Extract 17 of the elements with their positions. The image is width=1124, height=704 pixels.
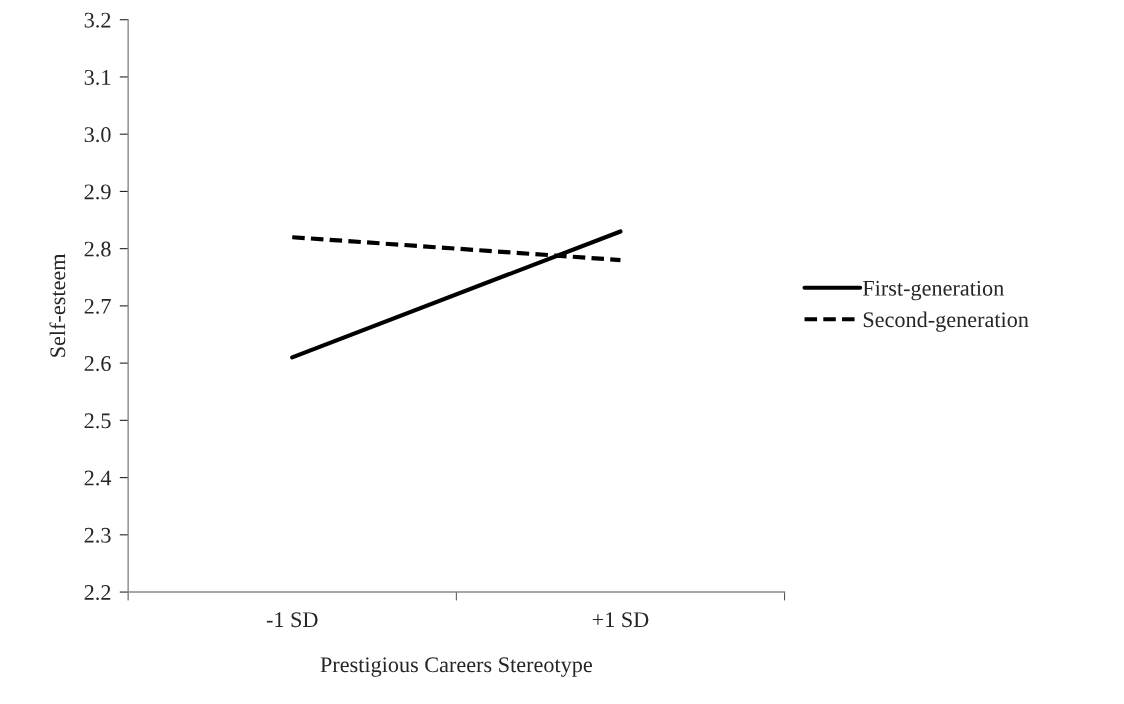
y-tick-label: 3.2 — [84, 12, 111, 28]
y-axis-title: Self-esteem — [49, 253, 66, 357]
x-axis-title: Prestigious Careers Stereotype — [320, 657, 592, 677]
y-tick-label: 2.9 — [84, 184, 111, 200]
y-tick-label: 2.2 — [84, 585, 111, 601]
y-tick-label: 2.6 — [84, 356, 111, 372]
y-tick-label: 2.4 — [84, 470, 112, 486]
x-tick-label: +1 SD — [592, 612, 649, 628]
y-tick-label: 2.5 — [84, 413, 111, 429]
y-tick-label: 2.8 — [84, 241, 111, 257]
legend-label: First-generation — [862, 280, 1004, 301]
y-tick-label: 2.7 — [84, 298, 111, 314]
x-tick-label: -1 SD — [266, 612, 318, 628]
y-tick-label: 3.0 — [84, 127, 111, 143]
y-tick-label: 3.1 — [84, 69, 111, 85]
legend-label: Second-generation — [863, 311, 1029, 332]
y-tick-label: 2.3 — [84, 527, 111, 543]
